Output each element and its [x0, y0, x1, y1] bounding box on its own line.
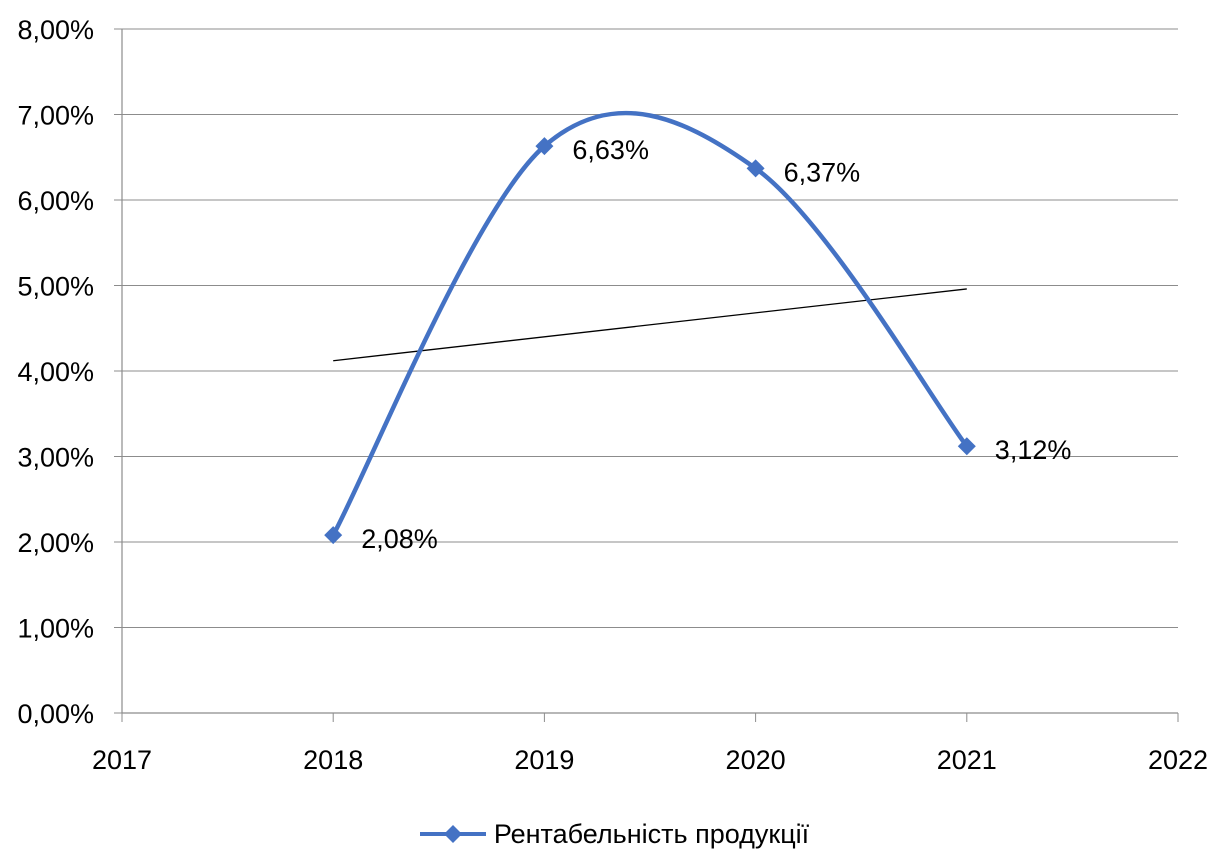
legend: Рентабельність продукції	[0, 812, 1227, 856]
data-point-marker	[957, 437, 976, 456]
series-layer	[324, 110, 976, 545]
data-label: 6,63%	[572, 135, 649, 165]
x-tick-label: 2020	[726, 745, 786, 775]
x-tick-label: 2017	[92, 745, 152, 775]
trendline	[333, 288, 967, 362]
axes	[114, 28, 1179, 722]
data-label: 6,37%	[784, 157, 861, 187]
y-tick-label: 0,00%	[17, 699, 94, 729]
series-line	[330, 110, 970, 538]
y-tick-label: 4,00%	[17, 357, 94, 387]
y-tick-label: 2,00%	[17, 528, 94, 558]
x-tick-labels: 2017 2018 2019 2020 2021 2022	[92, 745, 1208, 775]
y-tick-label: 6,00%	[17, 186, 94, 216]
x-tick-label: 2018	[303, 745, 363, 775]
y-tick-label: 5,00%	[17, 272, 94, 302]
y-tick-label: 3,00%	[17, 443, 94, 473]
x-tick-label: 2021	[937, 745, 997, 775]
data-labels: 2,08% 6,63% 6,37% 3,12%	[361, 135, 1071, 554]
gridlines	[122, 28, 1178, 628]
data-point-marker	[324, 526, 343, 545]
data-label: 2,08%	[361, 524, 438, 554]
trendline-layer	[333, 288, 967, 362]
data-point-marker	[746, 159, 765, 178]
y-tick-label: 1,00%	[17, 614, 94, 644]
x-tick-label: 2022	[1148, 745, 1208, 775]
x-tick-label: 2019	[514, 745, 574, 775]
data-point-marker	[535, 137, 554, 156]
y-tick-label: 7,00%	[17, 101, 94, 131]
legend-marker-icon	[419, 825, 486, 843]
data-label: 3,12%	[995, 435, 1072, 465]
y-tick-label: 8,00%	[17, 15, 94, 45]
y-tick-labels: 0,00% 1,00% 2,00% 3,00% 4,00% 5,00% 6,00% 7,00%…	[17, 15, 94, 729]
legend-label: Рентабельність продукції	[493, 819, 810, 849]
line-chart: 0,00% 1,00% 2,00% 3,00% 4,00% 5,00% 6,00% 7,00%…	[17, 15, 1208, 775]
